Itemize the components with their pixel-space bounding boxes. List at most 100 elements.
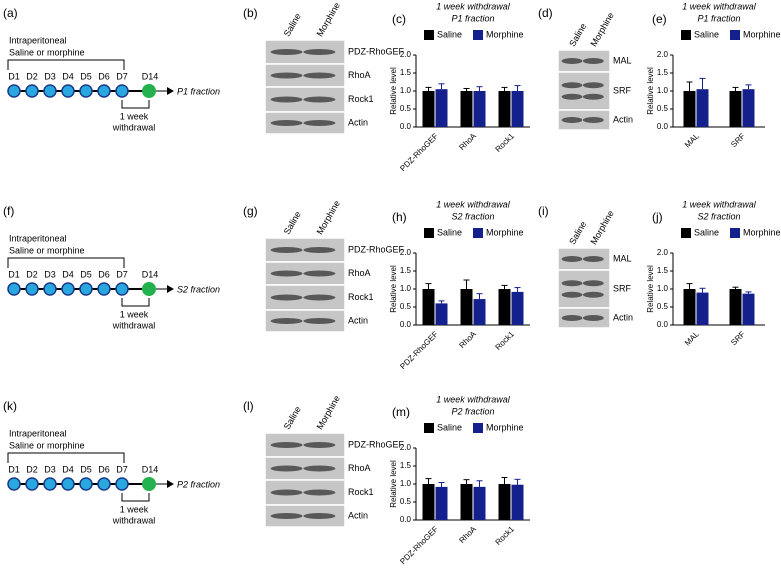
legend-swatch bbox=[730, 30, 740, 40]
day-label: D4 bbox=[62, 71, 74, 81]
blot-band bbox=[561, 256, 583, 262]
blot-band bbox=[270, 318, 303, 324]
y-tick-label: 0.5 bbox=[400, 497, 412, 506]
bar bbox=[511, 484, 524, 520]
bar bbox=[498, 289, 511, 325]
day-dot bbox=[43, 282, 57, 296]
blot-band bbox=[303, 442, 336, 448]
blot-band bbox=[303, 247, 336, 253]
protocol-text: Saline or morphine bbox=[9, 245, 85, 255]
day-dot bbox=[43, 84, 57, 98]
y-axis-label: Relative level bbox=[389, 67, 398, 115]
lane-label: Morphine bbox=[315, 394, 342, 432]
arrow-head bbox=[167, 87, 174, 95]
blot-band bbox=[270, 489, 303, 496]
x-tick-label: SRF bbox=[729, 329, 747, 347]
blot-band bbox=[582, 82, 604, 89]
withdrawal-text: 1 week bbox=[120, 309, 149, 319]
day-label: D3 bbox=[44, 71, 56, 81]
legend-swatch bbox=[681, 30, 691, 40]
blot-band bbox=[303, 489, 336, 496]
fraction-label: P2 fraction bbox=[177, 479, 220, 489]
withdrawal-text: withdrawal bbox=[112, 122, 156, 132]
panel-label: (k) bbox=[3, 399, 17, 413]
legend-label: Saline bbox=[437, 29, 462, 39]
panel-label: (e) bbox=[652, 12, 667, 26]
y-tick-label: 1.0 bbox=[400, 479, 412, 488]
lane-label: Morphine bbox=[315, 1, 342, 39]
day-label: D7 bbox=[116, 464, 128, 474]
arrow-head bbox=[167, 480, 174, 488]
panel-label: (f) bbox=[3, 204, 14, 218]
legend-label: Morphine bbox=[743, 29, 781, 39]
y-tick-label: 2.0 bbox=[400, 443, 412, 452]
day-label: D1 bbox=[8, 464, 20, 474]
blot-band bbox=[303, 270, 336, 277]
timeline: (a) Intraperitoneal Saline or morphine D1 D2… bbox=[3, 6, 220, 132]
day-dot bbox=[61, 282, 75, 296]
blot-band bbox=[561, 117, 583, 123]
panel-label: (b) bbox=[243, 6, 258, 20]
blot-band bbox=[270, 247, 303, 253]
x-tick-label: MAL bbox=[683, 131, 701, 149]
panel-label: (l) bbox=[243, 399, 254, 413]
y-tick-label: 2.0 bbox=[400, 50, 412, 59]
band-label: MAL bbox=[613, 55, 632, 65]
day-label: D2 bbox=[26, 464, 38, 474]
y-tick-label: 1.5 bbox=[400, 68, 412, 77]
blot-band bbox=[561, 58, 583, 64]
bar bbox=[460, 91, 473, 127]
y-tick-label: 0.0 bbox=[400, 515, 412, 524]
y-axis-label: Relative level bbox=[646, 265, 655, 313]
day-label: D3 bbox=[44, 269, 56, 279]
bar bbox=[683, 91, 696, 127]
band-label: PDZ-RhoGEF bbox=[348, 46, 405, 56]
bar-chart: (m) 1 week withdrawal P2 fraction Saline Mor… bbox=[389, 394, 530, 566]
chart-subtitle: S2 fraction bbox=[697, 211, 740, 221]
blot-band bbox=[303, 318, 336, 324]
bar bbox=[729, 91, 742, 127]
legend-swatch bbox=[473, 423, 483, 433]
y-tick-label: 0.0 bbox=[657, 320, 669, 329]
blot-band bbox=[582, 291, 604, 298]
day-dot bbox=[115, 477, 129, 491]
legend-swatch bbox=[424, 228, 434, 238]
withdrawal-text: 1 week bbox=[120, 111, 149, 121]
withdrawal-text: 1 week bbox=[120, 504, 149, 514]
chart-subtitle: P1 fraction bbox=[697, 13, 740, 23]
bar-chart: (c) 1 week withdrawal P1 fraction Saline Mor… bbox=[389, 1, 530, 173]
lane-label: Morphine bbox=[588, 11, 615, 49]
bar-chart: (e) 1 week withdrawal P1 fraction Saline Mor… bbox=[646, 1, 780, 149]
day-dot bbox=[25, 282, 39, 296]
bar bbox=[422, 484, 435, 520]
bar bbox=[422, 91, 435, 127]
legend-label: Morphine bbox=[486, 29, 524, 39]
y-tick-label: 0.5 bbox=[657, 104, 669, 113]
chart-title: 1 week withdrawal bbox=[436, 394, 511, 404]
bar bbox=[473, 486, 486, 520]
bar bbox=[460, 289, 473, 325]
western-blot: (b) Saline Morphine PDZ-RhoGEF RhoA Rock1 Acti… bbox=[243, 1, 405, 135]
y-tick-label: 2.0 bbox=[400, 248, 412, 257]
western-blot: (d) Saline Morphine MAL SRF Actin bbox=[538, 6, 633, 131]
legend-swatch bbox=[681, 228, 691, 238]
y-tick-label: 1.5 bbox=[657, 68, 669, 77]
day-label: D6 bbox=[98, 71, 110, 81]
y-tick-label: 1.0 bbox=[657, 284, 669, 293]
day-dot bbox=[25, 84, 39, 98]
panel-label: (h) bbox=[392, 210, 407, 224]
y-axis-label: Relative level bbox=[389, 460, 398, 508]
day-label: D2 bbox=[26, 269, 38, 279]
day-dot bbox=[61, 477, 75, 491]
withdrawal-bracket bbox=[121, 298, 150, 307]
legend-swatch bbox=[424, 423, 434, 433]
chart-subtitle: P1 fraction bbox=[451, 13, 494, 23]
band-label: Actin bbox=[613, 312, 633, 322]
day-label: D5 bbox=[80, 71, 92, 81]
panel-label: (c) bbox=[392, 12, 406, 26]
blot-band bbox=[303, 465, 336, 472]
day-dot bbox=[97, 477, 111, 491]
band-label: RhoA bbox=[348, 463, 371, 473]
bar-chart: (h) 1 week withdrawal S2 fraction Saline Mor… bbox=[389, 199, 530, 371]
